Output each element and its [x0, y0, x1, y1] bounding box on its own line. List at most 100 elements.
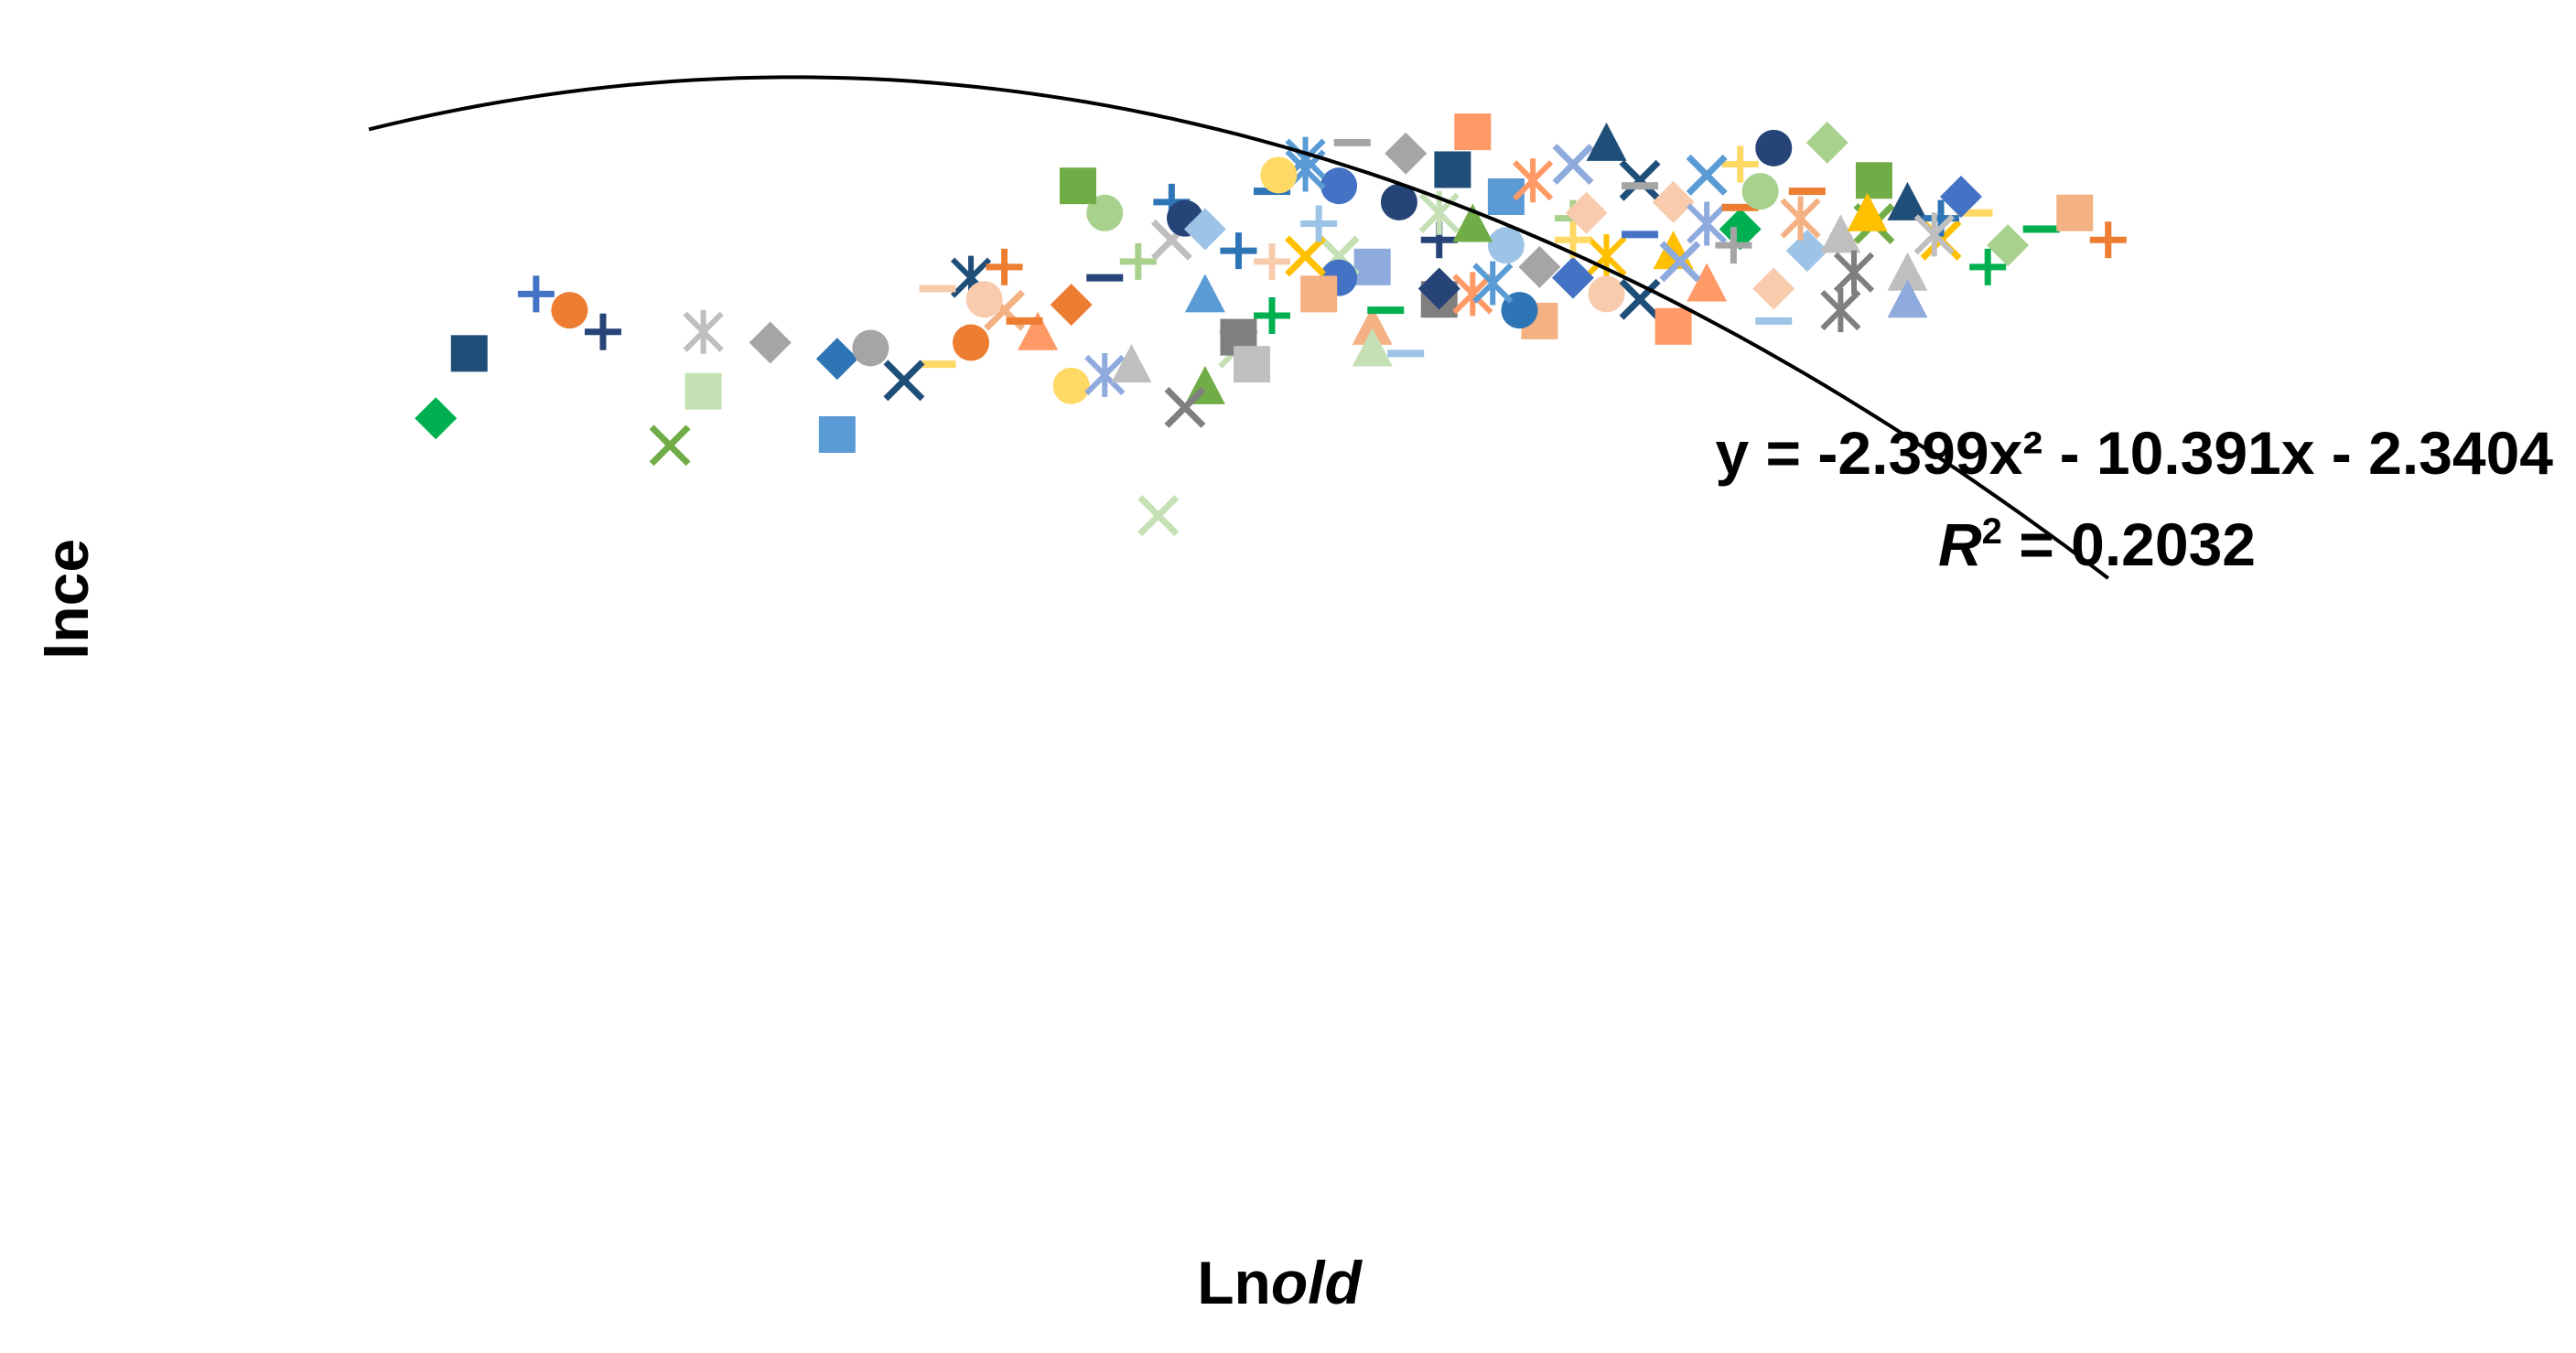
data-point	[1780, 196, 1821, 241]
x-axis-title-prefix: Ln	[1197, 1249, 1271, 1316]
data-point	[1512, 158, 1554, 203]
data-point	[1320, 167, 1358, 205]
data-point	[1417, 267, 1460, 310]
data-point	[1719, 208, 1762, 251]
x-axis-title-italic: old	[1271, 1249, 1363, 1316]
r2-superscript: 2	[1982, 511, 2002, 552]
r2-value: = 0.2032	[2002, 510, 2256, 578]
data-point	[1052, 367, 1090, 404]
data-point	[1254, 242, 1290, 280]
trendline	[368, 75, 2110, 580]
data-point	[1788, 188, 1826, 196]
data-point	[1820, 214, 1861, 253]
data-point	[1741, 173, 1779, 210]
data-point	[1820, 288, 1861, 333]
data-point	[1385, 132, 1428, 175]
data-point	[584, 313, 621, 350]
data-point	[1285, 235, 1327, 277]
x-axis-title: Lnold	[1197, 1249, 1363, 1316]
data-point	[1254, 297, 1290, 334]
data-point	[1847, 192, 1888, 231]
data-point	[1452, 272, 1493, 317]
data-point	[1119, 242, 1157, 280]
data-point	[1050, 284, 1093, 327]
data-point	[815, 338, 858, 381]
data-point	[1721, 145, 1759, 183]
data-point	[1687, 263, 1728, 302]
data-point	[1654, 307, 1692, 345]
data-point	[1234, 346, 1271, 383]
data-point	[1805, 121, 1848, 164]
data-point	[1622, 182, 1659, 190]
data-point	[1987, 224, 2030, 267]
data-point	[1755, 129, 1793, 166]
data-point	[1659, 241, 1701, 283]
data-point	[1565, 191, 1608, 234]
data-point	[1887, 279, 1928, 318]
data-point	[1018, 311, 1059, 350]
data-point	[749, 321, 792, 364]
data-point	[1300, 205, 1338, 242]
data-point	[1721, 203, 1759, 211]
data-point	[1518, 245, 1561, 288]
data-point	[1939, 176, 1982, 218]
data-point	[965, 281, 1003, 318]
data-point	[2089, 221, 2127, 259]
data-point	[1387, 349, 1425, 358]
data-point	[551, 292, 588, 329]
data-point	[683, 309, 724, 354]
data-point	[1060, 167, 1096, 205]
data-point	[1855, 162, 1892, 199]
data-point	[1552, 144, 1594, 186]
data-point	[1006, 317, 1043, 325]
data-point	[2056, 194, 2094, 231]
data-point	[649, 424, 691, 467]
data-point	[1833, 250, 1875, 295]
data-point	[1785, 230, 1828, 273]
trendline-equation: y = -2.399x² - 10.391x - 2.3404	[1716, 419, 2554, 487]
data-point	[1260, 156, 1298, 194]
data-point	[1220, 232, 1257, 270]
data-point	[1686, 154, 1728, 196]
data-point	[1472, 261, 1514, 306]
data-point	[1367, 306, 1405, 315]
data-point	[1913, 212, 1955, 257]
data-point	[1586, 234, 1627, 278]
data-point	[1352, 328, 1393, 367]
data-point	[852, 329, 889, 367]
data-point	[1619, 159, 1661, 201]
data-point	[1164, 386, 1206, 428]
data-point	[1434, 151, 1471, 188]
data-point	[450, 335, 488, 372]
data-point	[415, 397, 458, 440]
r2-symbol: R	[1938, 510, 1982, 578]
data-point	[1969, 248, 2007, 285]
data-point	[517, 275, 555, 313]
data-point	[684, 372, 722, 410]
data-point	[919, 360, 956, 369]
data-point	[1333, 138, 1371, 146]
data-point	[919, 285, 956, 293]
data-point	[1652, 180, 1695, 223]
data-point	[986, 248, 1023, 285]
data-point	[1586, 122, 1627, 161]
data-point	[1619, 278, 1661, 320]
data-point	[1687, 201, 1728, 246]
data-point	[1752, 267, 1795, 310]
data-point	[1111, 344, 1152, 383]
data-point	[953, 324, 990, 361]
data-point	[1137, 495, 1180, 537]
data-point	[1622, 231, 1659, 239]
data-point	[2022, 225, 2060, 233]
data-point	[1353, 248, 1391, 285]
data-point	[1452, 203, 1493, 242]
data-point	[1487, 227, 1525, 264]
data-point	[1551, 256, 1594, 299]
data-point	[1086, 274, 1124, 282]
data-point	[1755, 317, 1793, 325]
data-point	[1454, 113, 1492, 151]
data-point	[1956, 209, 1993, 217]
data-point	[1084, 353, 1126, 397]
data-point	[1588, 275, 1625, 313]
